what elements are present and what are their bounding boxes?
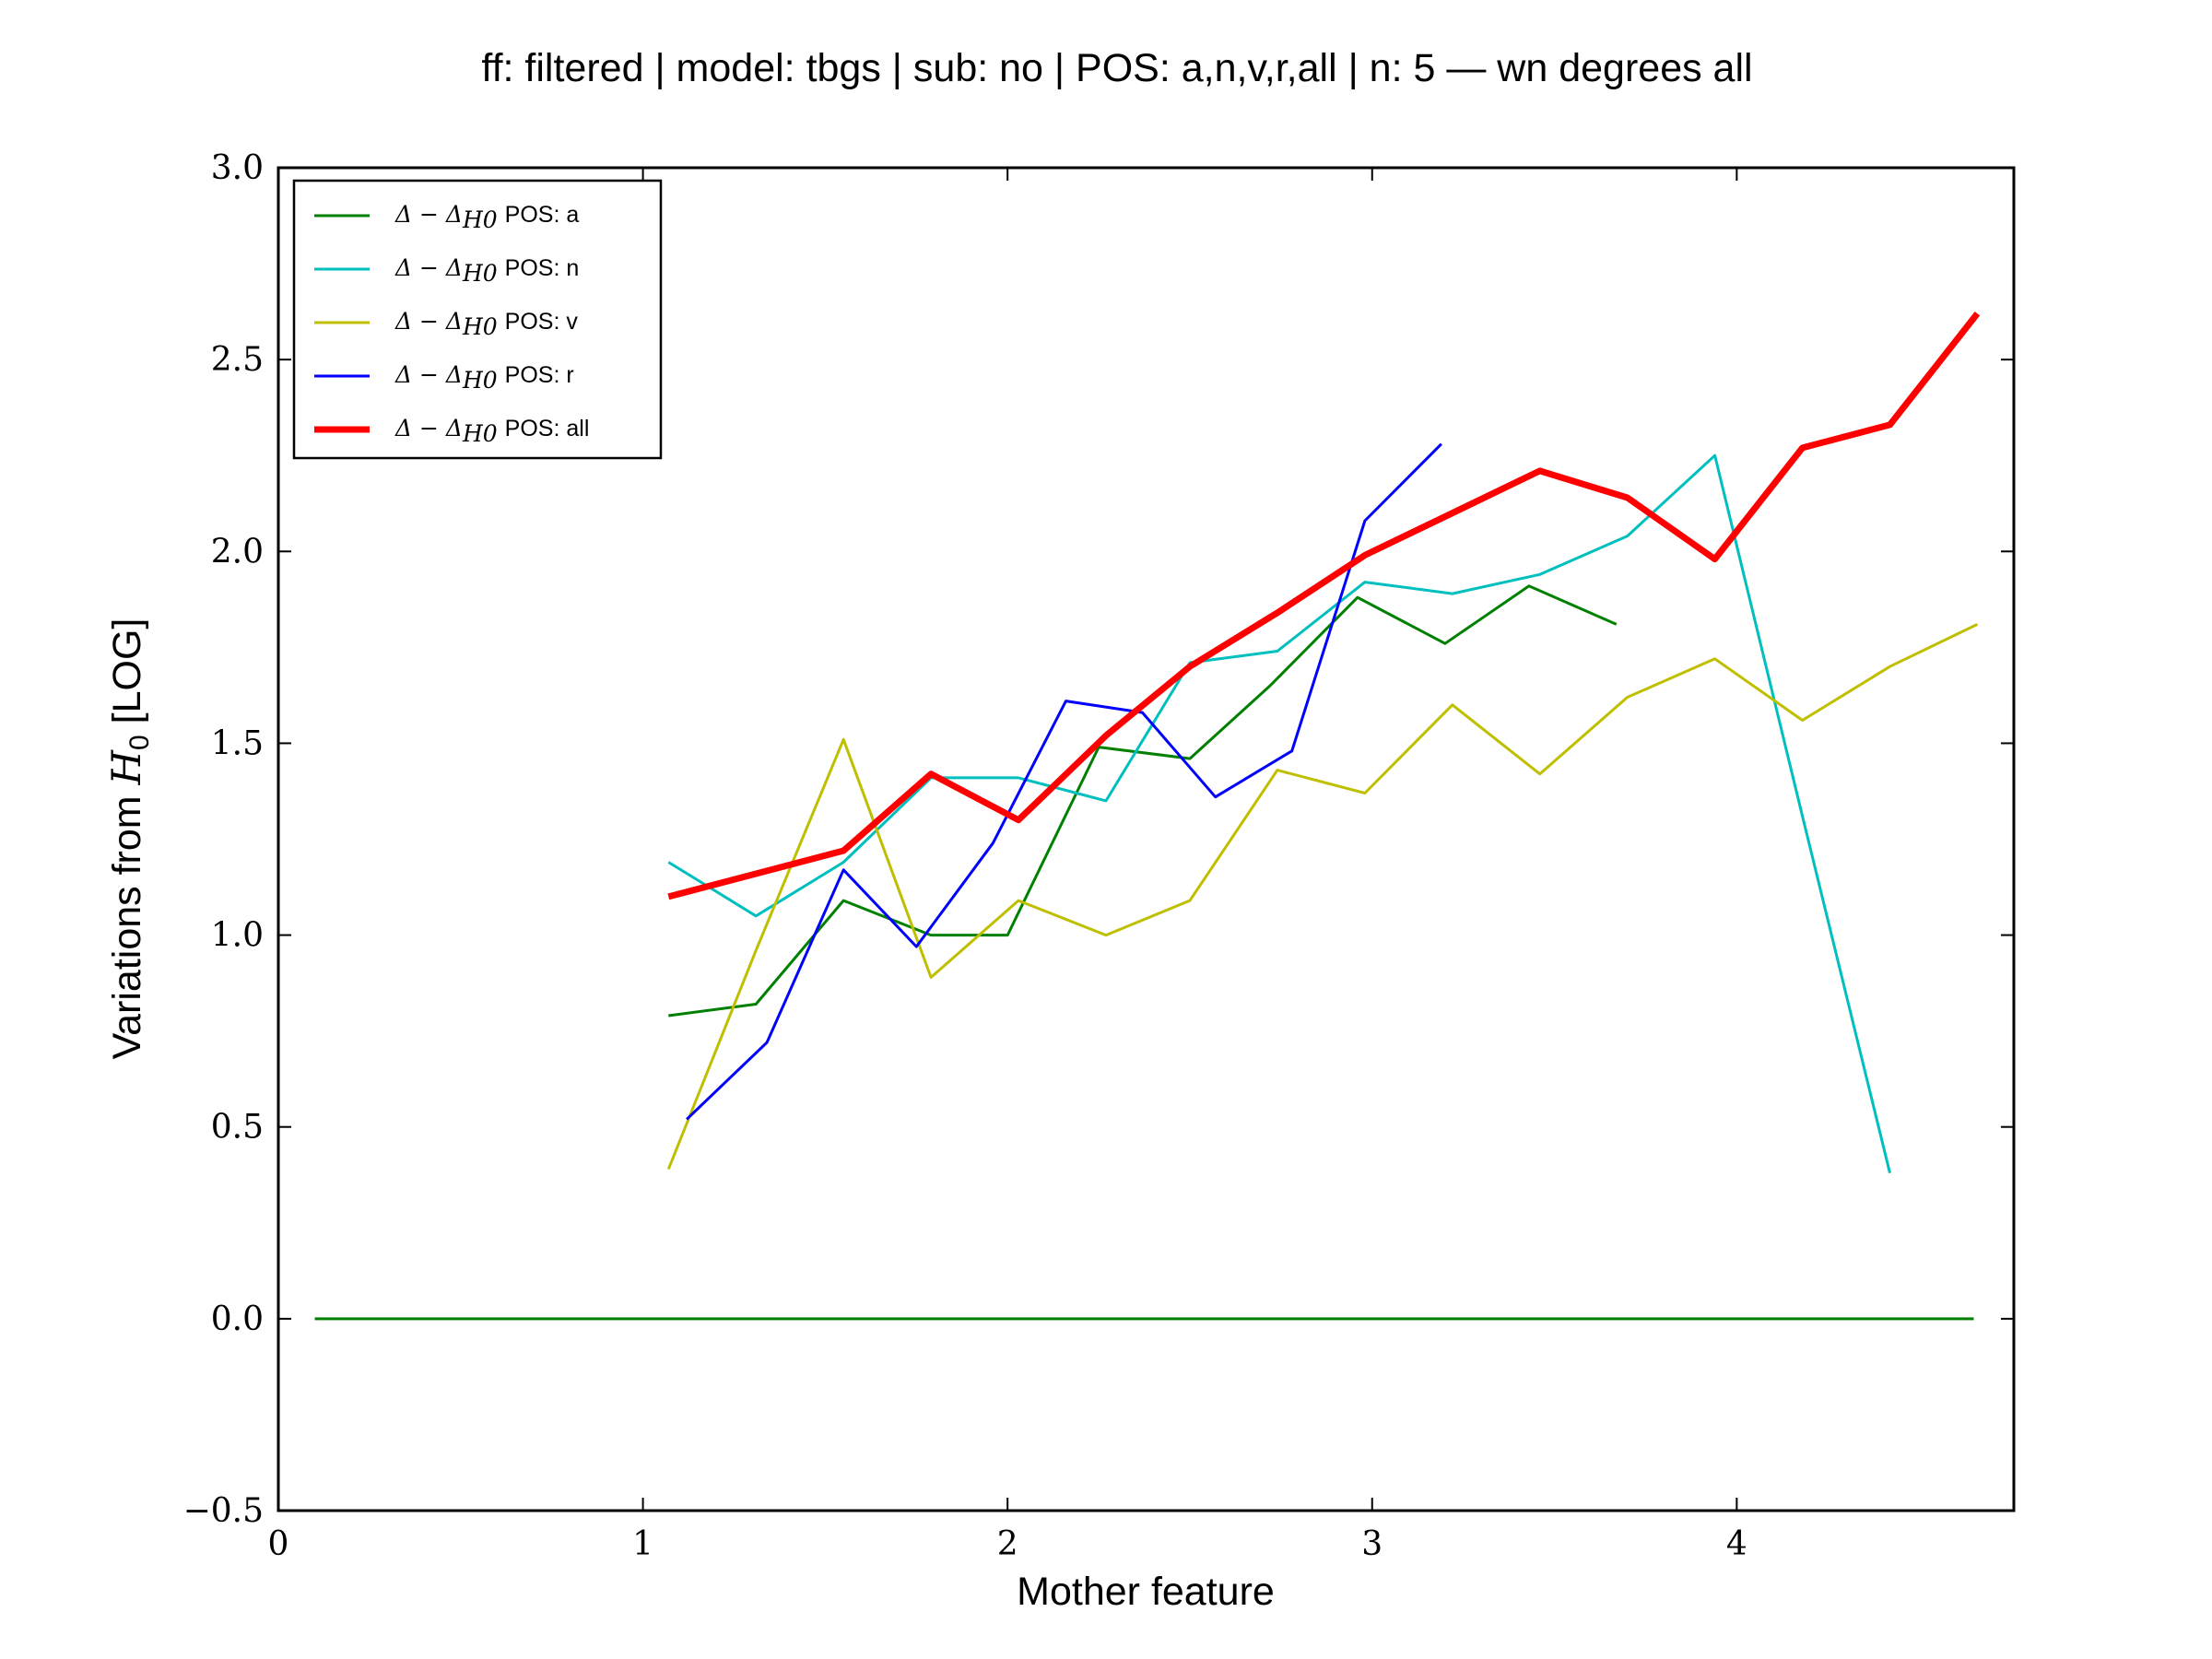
y-tick-label: 2.5 (211, 341, 264, 379)
y-axis-label-tail: [LOG] (105, 618, 149, 735)
y-tick-label: 0.5 (211, 1109, 264, 1147)
legend-entry-subscript: H0 (462, 206, 498, 233)
x-tick-label: 1 (632, 1525, 653, 1563)
plot-frame (276, 166, 2016, 1512)
legend-entry: Δ − ΔH0 POS: all (394, 415, 589, 447)
legend-box (292, 179, 663, 460)
legend-entry-prefix: Δ − Δ (394, 254, 463, 281)
legend-entry-subscript: H0 (462, 313, 498, 340)
legend-entry: Δ − ΔH0 POS: a (394, 201, 579, 233)
y-axis-label-math: H (104, 748, 150, 785)
legend-entry-prefix: Δ − Δ (394, 308, 463, 335)
y-axis-label: Variations from H0 [LOG] (104, 618, 155, 1060)
legend-entry: Δ − ΔH0 POS: v (394, 308, 578, 340)
legend-entry-subscript: H0 (462, 420, 498, 447)
legend-entry-name: POS: v (505, 309, 579, 335)
legend-entry-prefix: Δ − Δ (394, 415, 463, 441)
chart-title: ff: filtered | model: tbgs | sub: no | P… (481, 46, 1752, 90)
x-axis-label: Mother feature (1017, 1570, 1275, 1614)
legend-entry: Δ − ΔH0 POS: n (394, 254, 579, 287)
y-tick-label: 1.5 (211, 724, 264, 762)
legend: Δ − ΔH0 POS: aΔ − ΔH0 POS: nΔ − ΔH0 POS: vΔ… (292, 179, 663, 460)
y-axis-label-sub: 0 (124, 735, 155, 750)
series-line-1 (667, 453, 1891, 1174)
legend-entry-name: POS: r (505, 362, 574, 388)
legend-entry-name: POS: n (505, 255, 580, 281)
x-tick-label: 0 (268, 1525, 289, 1563)
x-tick-label: 2 (997, 1525, 1018, 1563)
series-line-0 (668, 584, 1618, 1018)
series-line-2 (666, 623, 1979, 1171)
axis-ticks: 0 1 2 3 4 −0.5 0.0 0.5 1.0 1.5 2.0 2.5 3.0 (183, 149, 2014, 1563)
y-tick-label: 3.0 (211, 149, 264, 187)
series-line-4 (667, 312, 1981, 900)
y-tick-label: −0.5 (183, 1492, 264, 1530)
plot-area (314, 312, 1981, 1321)
legend-entry-prefix: Δ − Δ (394, 201, 463, 228)
legend-entry: Δ − ΔH0 POS: r (394, 361, 574, 394)
series-line-3 (686, 442, 1442, 1121)
x-tick-label: 3 (1361, 1525, 1382, 1563)
y-axis-label-main: Variations from (105, 784, 149, 1059)
y-tick-label: 1.0 (211, 917, 264, 955)
legend-entry-name: POS: all (505, 416, 590, 441)
legend-entry-prefix: Δ − Δ (394, 361, 463, 388)
legend-entry-name: POS: a (505, 202, 580, 228)
legend-entry-subscript: H0 (462, 260, 498, 287)
y-tick-label: 0.0 (211, 1300, 264, 1338)
legend-entry-subscript: H0 (462, 367, 498, 394)
x-tick-label: 4 (1726, 1525, 1747, 1563)
y-tick-label: 2.0 (211, 533, 264, 571)
